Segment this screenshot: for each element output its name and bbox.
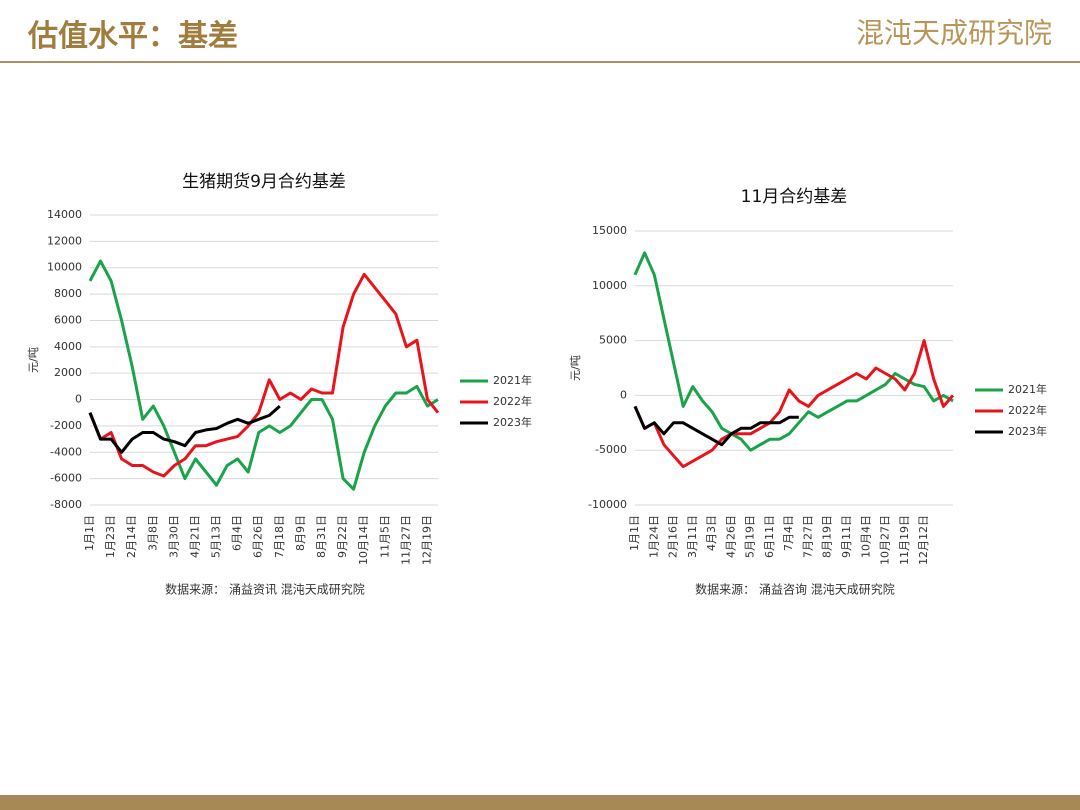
x-tick-label: 6月26日 [252,515,265,558]
chart-title: 11月合约基差 [741,187,848,207]
x-tick-label: 1月1日 [83,515,96,551]
y-tick-label: 15000 [592,224,627,237]
source-note: 数据来源： 涌益咨询 混沌天成研究院 [695,582,895,597]
y-tick-label: 8000 [54,287,82,300]
source-note: 数据来源： 涌益资讯 混沌天成研究院 [165,582,365,597]
x-tick-label: 9月11日 [840,515,853,558]
legend-label: 2022年 [493,394,532,408]
y-tick-label: 14000 [47,208,82,221]
x-tick-label: 11月27日 [399,515,412,565]
x-tick-label: 10月4日 [859,515,872,558]
y-tick-label: -2000 [50,419,82,432]
x-tick-label: 3月8日 [146,515,159,551]
legend-label: 2023年 [1008,424,1047,438]
y-tick-label: 0 [620,388,627,401]
y-tick-label: 5000 [599,334,627,347]
series-line [633,339,955,469]
x-tick-label: 8月31日 [315,515,328,558]
y-tick-label: -6000 [50,472,82,485]
y-axis-label: 元/吨 [569,355,582,381]
chart-title: 生猪期货9月合约基差 [182,172,346,192]
x-tick-label: 8月19日 [821,515,834,558]
x-tick-label: 4月3日 [705,515,718,551]
x-tick-label: 4月21日 [188,515,201,558]
y-tick-label: -8000 [50,498,82,511]
page-title: 估值水平：基差 [27,19,238,54]
legend-label: 2022年 [1008,403,1047,417]
y-tick-label: 12000 [47,234,82,247]
y-tick-label: -4000 [50,445,82,458]
x-tick-label: 2月14日 [125,515,138,558]
x-tick-label: 8月9日 [294,515,307,551]
series-line [633,251,954,452]
x-tick-label: 5月19日 [744,515,757,558]
x-tick-label: 6月11日 [763,515,776,558]
x-tick-label: 11月5日 [378,515,391,558]
x-tick-label: 7月27日 [801,515,814,558]
legend-label: 2023年 [493,415,532,429]
y-tick-label: 4000 [54,340,82,353]
x-tick-label: 12月12日 [917,515,930,565]
x-tick-label: 5月13日 [210,515,223,558]
x-tick-label: 12月19日 [420,515,433,565]
series-line [633,405,799,447]
y-tick-label: 2000 [54,366,82,379]
x-tick-label: 1月1日 [628,515,641,551]
y-tick-label: 10000 [47,261,82,274]
series-line [88,272,440,478]
x-tick-label: 7月18日 [273,515,286,558]
series-line [88,259,439,491]
x-tick-label: 7月4日 [782,515,795,551]
y-axis-label: 元/吨 [27,347,40,373]
series-line [88,404,281,454]
y-tick-label: -10000 [588,498,627,511]
x-tick-label: 10月27日 [879,515,892,565]
x-tick-label: 4月26日 [724,515,737,558]
legend-label: 2021年 [493,373,532,387]
legend-label: 2021年 [1008,382,1047,396]
y-tick-label: 10000 [592,279,627,292]
x-tick-label: 9月22日 [336,515,349,558]
x-tick-label: 1月23日 [104,515,117,558]
y-tick-label: 6000 [54,313,82,326]
x-tick-label: 3月30日 [167,515,180,558]
x-tick-label: 6月4日 [231,515,244,551]
y-tick-label: -5000 [595,443,627,456]
x-tick-label: 2月16日 [667,515,680,558]
y-tick-label: 0 [75,393,82,406]
logo: 混沌天成研究院 [856,17,1052,50]
x-tick-label: 1月24日 [647,515,660,558]
footer-bar [0,795,1080,810]
x-tick-label: 11月19日 [898,515,911,565]
x-tick-label: 3月11日 [686,515,699,558]
x-tick-label: 10月14日 [357,515,370,565]
